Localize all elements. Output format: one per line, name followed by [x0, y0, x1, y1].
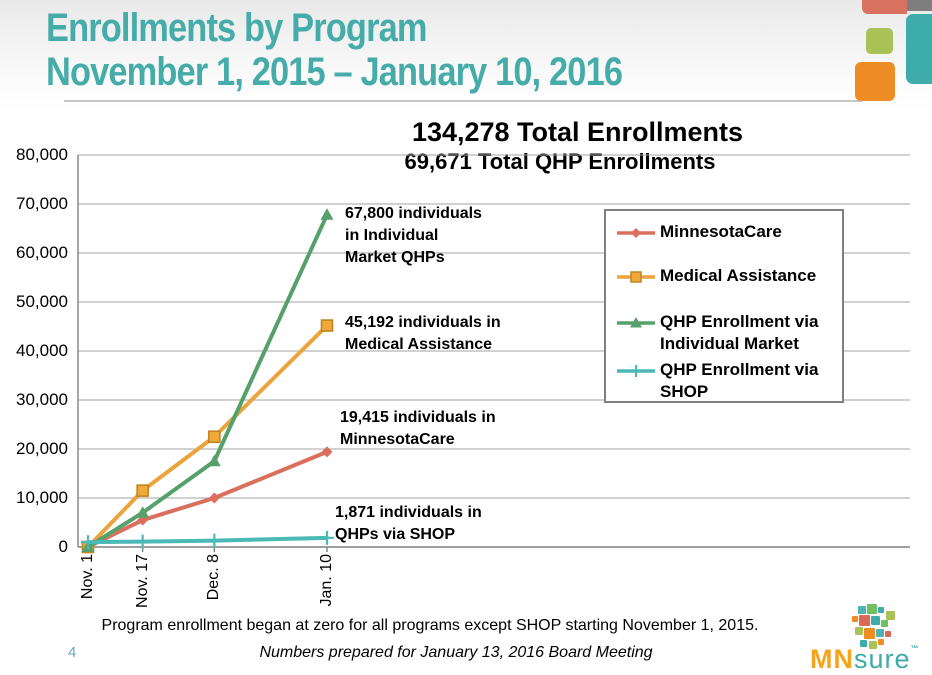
slide-title-line2: November 1, 2015 – January 10, 2016: [46, 50, 623, 94]
chart-title: 134,278 Total Enrollments: [411, 117, 744, 147]
mnsure-logo-text: MNsure™: [810, 644, 920, 675]
logo-mosaic-square: [876, 629, 884, 637]
prepared-note: Numbers prepared for January 13, 2016 Bo…: [259, 644, 653, 661]
legend-item-minnesotacare: MinnesotaCare: [614, 221, 836, 245]
chart-annotation: 67,800 individuals in Individual Market …: [345, 205, 482, 266]
logo-mosaic-square: [859, 615, 870, 626]
corner-decor-green-square: [866, 28, 893, 54]
logo-mosaic-square: [878, 607, 884, 613]
series-line-minnesotacare: [86, 449, 329, 549]
logo-trademark: ™: [910, 644, 920, 653]
y-axis-label: 0: [58, 537, 68, 556]
marker-triangle: [136, 506, 150, 518]
x-axis-label: Nov. 17: [133, 554, 151, 608]
x-axis-label: Nov. 1: [79, 554, 96, 600]
marker-triangle: [207, 454, 221, 467]
y-axis-label: 10,000: [16, 488, 68, 507]
logo-mosaic-square: [885, 631, 891, 637]
marker-square: [320, 319, 334, 332]
corner-decor-coral-bar: [862, 0, 907, 14]
legend-label: QHP Enrollment via Individual Market: [660, 312, 819, 353]
page-number: 4: [68, 644, 77, 661]
marker-diamond: [321, 446, 333, 458]
header-divider: [64, 100, 862, 102]
header-background: [0, 0, 932, 112]
marker-plus: [81, 535, 95, 550]
y-axis-label: 30,000: [16, 390, 68, 409]
y-axis-label: 20,000: [16, 439, 68, 458]
logo-mosaic-square: [869, 641, 877, 649]
chart-annotation: 1,871 individuals in QHPs via SHOP: [335, 504, 482, 543]
square-legend-marker-icon: [617, 271, 655, 283]
logo-mosaic-square: [860, 640, 867, 647]
logo-mosaic-square: [881, 620, 888, 627]
marker-triangle: [320, 208, 334, 220]
mnsure-logo: MNsure™: [808, 600, 932, 675]
logo-mosaic-square: [864, 628, 875, 639]
chart-annotation: 19,415 individuals in MinnesotaCare: [340, 409, 496, 448]
legend-item-medical-assistance: Medical Assistance: [614, 265, 836, 289]
marker-plus: [135, 534, 150, 549]
marker-square: [136, 484, 149, 497]
plus-legend-marker-icon: [617, 365, 655, 377]
logo-mosaic-square: [871, 616, 880, 625]
series-line-qhp-enrollment-via-shop: [86, 535, 329, 545]
chart-annotation: 45,192 individuals in Medical Assistance: [345, 314, 501, 353]
triangle-legend-marker-icon: [617, 317, 655, 328]
legend-item-qhp-enrollment-via-individual-market: QHP Enrollment via Individual Market: [614, 311, 836, 355]
x-axis-label: Dec. 8: [205, 554, 223, 601]
marker-square: [208, 430, 221, 444]
logo-mn-text: MN: [810, 644, 854, 674]
slide-title-line1: Enrollments by Program: [46, 6, 427, 50]
y-axis-label: 70,000: [16, 194, 68, 213]
y-axis-label: 80,000: [16, 145, 68, 164]
x-axis-label: Jan. 10: [318, 554, 335, 607]
legend-label: MinnesotaCare: [660, 222, 782, 241]
legend-label: QHP Enrollment via SHOP: [660, 360, 819, 401]
corner-decor-teal-rect: [906, 14, 932, 84]
logo-mosaic-square: [886, 611, 895, 620]
logo-mosaic-square: [878, 639, 884, 645]
y-axis-label: 50,000: [16, 292, 68, 311]
logo-mosaic-square: [867, 604, 877, 614]
marker-diamond: [208, 492, 220, 504]
y-axis-label: 40,000: [16, 341, 68, 360]
series-line-qhp-enrollment-via-individual-market: [86, 212, 329, 549]
corner-decor-gray-square: [907, 0, 932, 11]
chart-subtitle: 69,671 Total QHP Enrollments: [404, 149, 716, 174]
logo-mosaic-square: [855, 627, 863, 635]
marker-plus: [207, 533, 222, 548]
logo-mosaic-square: [858, 606, 866, 614]
legend-label: Medical Assistance: [660, 266, 817, 285]
chart-legend: MinnesotaCare Medical Assistance QHP Enrol…: [604, 209, 844, 403]
marker-plus: [320, 530, 334, 545]
diamond-legend-marker-icon: [617, 228, 655, 238]
corner-decor-orange-square: [855, 62, 895, 101]
footnote: Program enrollment began at zero for all…: [101, 617, 759, 634]
series-line-medical-assistance: [86, 323, 329, 549]
logo-sure-text: sure: [854, 644, 911, 674]
legend-item-qhp-enrollment-via-shop: QHP Enrollment via SHOP: [614, 359, 836, 403]
y-axis-label: 60,000: [16, 243, 68, 262]
logo-mosaic-square: [852, 616, 858, 622]
